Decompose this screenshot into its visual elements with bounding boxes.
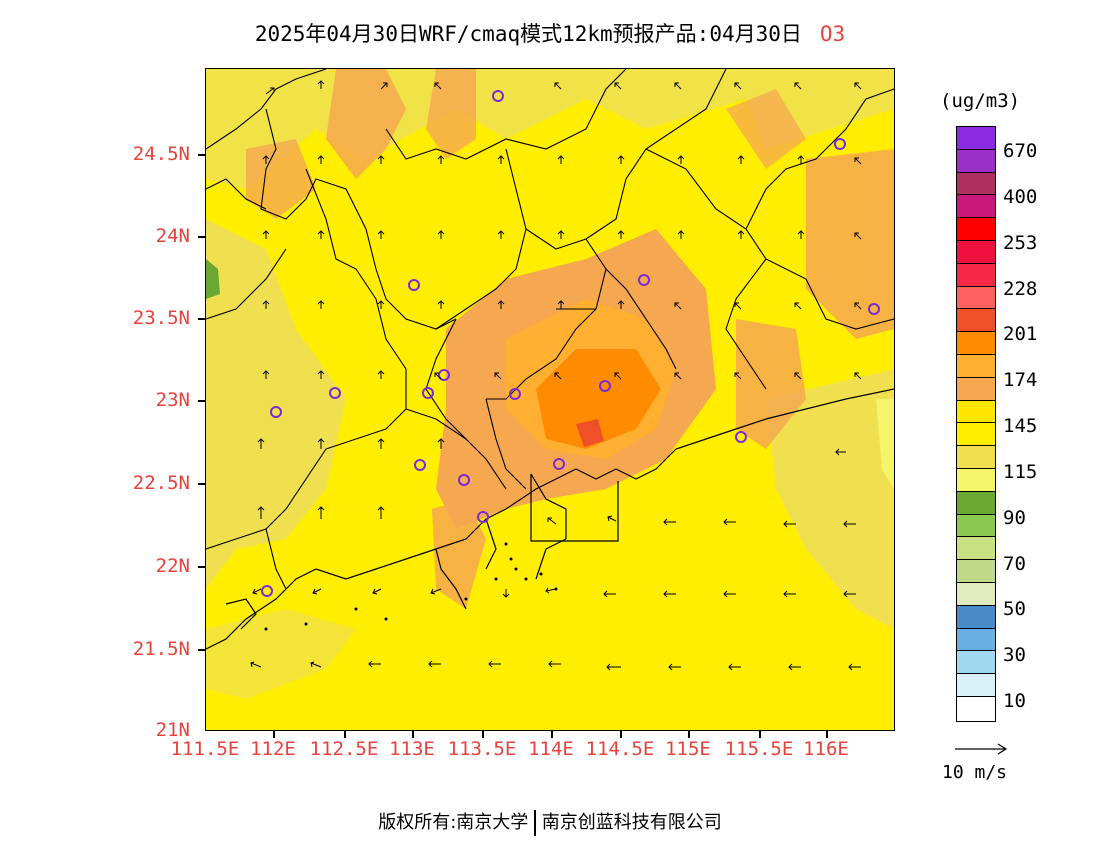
- colorbar-swatch: [957, 468, 995, 492]
- colorbar-swatch: [957, 195, 995, 219]
- species-label: O3: [819, 22, 846, 46]
- colorbar-swatch: [957, 332, 995, 355]
- colorbar-swatch: [957, 286, 995, 310]
- colorbar-label: 201: [1003, 323, 1038, 345]
- colorbar-units: (ug/m3): [940, 90, 1021, 112]
- lon-label-115E: 115E: [665, 738, 711, 760]
- lat-tick: [198, 483, 206, 485]
- lon-label-114.5E: 114.5E: [585, 738, 655, 760]
- colorbar-label: 228: [1003, 278, 1038, 300]
- chart-title: 2025年04月30日WRF/cmaq模式12km预报产品:04月30日 O3: [0, 18, 1100, 48]
- colorbar-swatch: [957, 537, 995, 561]
- colorbar: [956, 126, 996, 722]
- lon-tick: [551, 731, 553, 738]
- lon-tick: [759, 731, 761, 738]
- colorbar-label: 50: [1003, 598, 1026, 620]
- lon-label-114E: 114E: [528, 738, 574, 760]
- colorbar-swatch: [957, 309, 995, 333]
- lon-tick: [826, 731, 828, 738]
- colorbar-label: 174: [1003, 369, 1038, 391]
- colorbar-label: 70: [1003, 553, 1026, 575]
- lat-label-24.5N: 24.5N: [132, 143, 190, 165]
- lon-tick: [344, 731, 346, 738]
- lat-label-23.5N: 23.5N: [132, 307, 190, 329]
- lon-label-113.5E: 113.5E: [447, 738, 517, 760]
- colorbar-label: 400: [1003, 186, 1038, 208]
- colorbar-label: 90: [1003, 507, 1026, 529]
- lat-tick: [198, 154, 206, 156]
- footer-separator: [534, 810, 536, 836]
- colorbar-swatch: [957, 514, 995, 538]
- colorbar-swatch: [957, 240, 995, 264]
- colorbar-label: 253: [1003, 232, 1038, 254]
- lat-tick: [198, 400, 206, 402]
- colorbar-swatch: [957, 400, 995, 424]
- copyright-right: 南京创蓝科技有限公司: [541, 812, 722, 833]
- lat-label-21N: 21N: [155, 719, 190, 741]
- copyright-left: 版权所有:南京大学: [378, 812, 529, 833]
- colorbar-label: 670: [1003, 140, 1038, 162]
- colorbar-swatch: [957, 651, 995, 675]
- lat-label-22.5N: 22.5N: [132, 472, 190, 494]
- colorbar-swatch: [957, 149, 995, 173]
- lon-label-115.5E: 115.5E: [724, 738, 794, 760]
- lon-tick: [412, 731, 414, 738]
- wind-reference-arrow-icon: [955, 743, 1008, 755]
- colorbar-swatch: [957, 605, 995, 629]
- colorbar-swatch: [957, 377, 995, 401]
- lon-label-112.5E: 112.5E: [309, 738, 379, 760]
- lon-tick: [273, 731, 275, 738]
- lat-label-24N: 24N: [155, 225, 190, 247]
- colorbar-swatch: [957, 560, 995, 583]
- colorbar-swatch: [957, 491, 995, 515]
- copyright-footer: 版权所有:南京大学 南京创蓝科技有限公司: [0, 808, 1100, 836]
- title-text: 2025年04月30日WRF/cmaq模式12km预报产品:04月30日: [254, 22, 802, 46]
- lat-label-21.5N: 21.5N: [132, 638, 190, 660]
- colorbar-label: 115: [1003, 461, 1038, 483]
- lat-tick: [198, 649, 206, 651]
- lon-tick: [482, 731, 484, 738]
- lon-tick: [688, 731, 690, 738]
- o3-forecast-map: [205, 68, 895, 731]
- lon-label-111.5E: 111.5E: [170, 738, 240, 760]
- lon-label-116E: 116E: [803, 738, 849, 760]
- lat-tick: [198, 318, 206, 320]
- colorbar-swatch: [957, 582, 995, 606]
- colorbar-swatch: [957, 354, 995, 378]
- lat-label-22N: 22N: [155, 555, 190, 577]
- colorbar-swatch: [957, 674, 995, 697]
- colorbar-swatch: [957, 628, 995, 652]
- colorbar-label: 145: [1003, 415, 1038, 437]
- colorbar-swatch: [957, 218, 995, 241]
- lon-label-112E: 112E: [250, 738, 296, 760]
- colorbar-swatch: [957, 423, 995, 447]
- colorbar-swatch: [957, 263, 995, 287]
- colorbar-swatch: [957, 446, 995, 469]
- wind-reference-label: 10 m/s: [942, 762, 1008, 783]
- lon-label-113E: 113E: [389, 738, 435, 760]
- colorbar-swatch: [957, 696, 995, 720]
- lat-tick: [198, 236, 206, 238]
- lon-tick: [620, 731, 622, 738]
- lat-label-23N: 23N: [155, 389, 190, 411]
- colorbar-swatch: [957, 172, 995, 196]
- lat-tick: [198, 566, 206, 568]
- colorbar-swatch: [957, 127, 995, 150]
- colorbar-label: 10: [1003, 690, 1026, 712]
- colorbar-label: 30: [1003, 644, 1026, 666]
